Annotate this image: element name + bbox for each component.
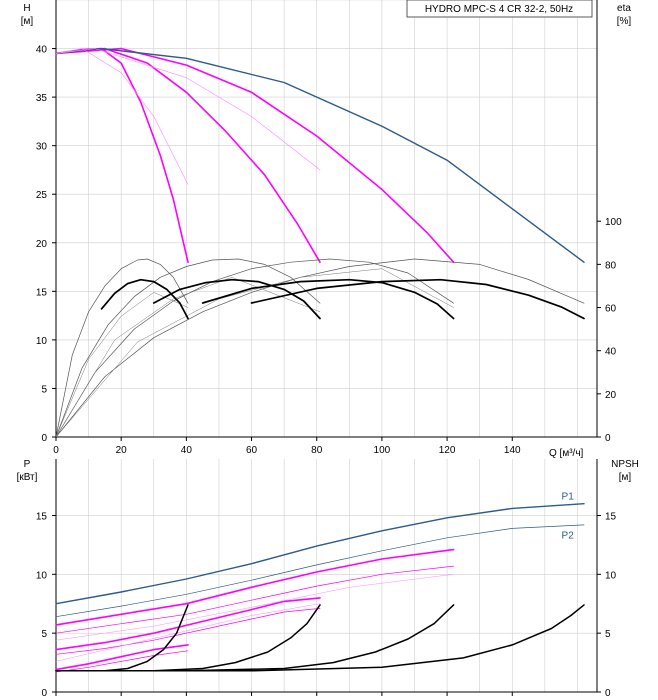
top-plot-frame: [56, 0, 597, 437]
curve-series: [55, 258, 454, 438]
left-tick-label: 30: [36, 142, 48, 153]
curve-series: [201, 278, 455, 320]
right-tick-label: 15: [605, 511, 617, 522]
curve-series: [55, 47, 585, 263]
x-tick-label: 120: [439, 445, 456, 456]
bottom-ticks: 0 5 10 15 0 5 10 15: [36, 511, 617, 699]
curve-series: [100, 278, 189, 320]
series-label-p1: P1: [562, 491, 575, 502]
curve-series: [152, 278, 321, 320]
right-tick-label: 60: [605, 304, 617, 315]
curve-series: [55, 503, 585, 605]
left-tick-label: 35: [36, 93, 48, 104]
left-tick-label: 20: [36, 239, 48, 250]
curve-series: [55, 48, 189, 185]
curve-series: [55, 574, 454, 641]
x-tick-label: 60: [246, 445, 258, 456]
chart-title: HYDRO MPC-S 4 CR 32-2, 50Hz: [425, 4, 573, 15]
x-tick-label: 0: [53, 445, 59, 456]
left-tick-label: 15: [36, 287, 48, 298]
bottom-right-ylabel-name: NPSH: [611, 459, 639, 470]
bottom-grid: [55, 459, 598, 693]
x-tick-label: 20: [116, 445, 128, 456]
right-tick-label: 10: [605, 570, 617, 581]
bottom-left-ylabel-unit: [кВт]: [17, 472, 38, 483]
curve-series: [55, 47, 321, 264]
bottom-right-ylabel-unit: [м]: [619, 472, 632, 483]
curve-series: [55, 47, 455, 264]
curve-series: [55, 524, 585, 618]
left-tick-label: 0: [41, 433, 47, 444]
right-tick-label: 100: [605, 217, 622, 228]
left-tick-label: 15: [36, 511, 48, 522]
left-tick-label: 40: [36, 45, 48, 56]
left-tick-label: 5: [41, 384, 47, 395]
curve-series: [250, 278, 585, 320]
left-tick-label: 25: [36, 190, 48, 201]
curve-series: [55, 608, 321, 655]
series-label-p2: P2: [562, 530, 575, 541]
curve-series: [55, 603, 321, 662]
right-tick-label: 20: [605, 390, 617, 401]
head-efficiency-panel: 0 5 10 15 20 25 30 35 40 0 20 40 60 80 100 0 20 40 60 80 100…: [21, 0, 632, 459]
curve-series: [55, 258, 189, 438]
curve-series: [55, 48, 321, 171]
bottom-series-labels: P1 P2: [562, 491, 575, 541]
bottom-left-ylabel-name: P: [24, 459, 31, 470]
x-tick-label: 40: [181, 445, 193, 456]
power-npsh-panel: 0 5 10 15 0 5 10 15 P1 P2 P [кВт] NPSH [м]: [17, 459, 639, 699]
top-ticks: 0 5 10 15 20 25 30 35 40 0 20 40 60 80 100 0 20 40 60 80 100…: [36, 45, 622, 456]
left-tick-label: 5: [41, 629, 47, 640]
top-left-ylabel-unit: [м]: [21, 16, 34, 27]
curve-series: [55, 650, 189, 673]
top-curves: [55, 47, 585, 438]
x-tick-label: 100: [374, 445, 391, 456]
x-tick-label: 80: [311, 445, 323, 456]
curve-series: [55, 258, 321, 438]
right-tick-label: 80: [605, 260, 617, 271]
curve-series: [55, 548, 455, 626]
bottom-curves: [55, 503, 585, 673]
top-grid: [55, 0, 598, 438]
top-right-ylabel-name: eta: [617, 3, 631, 14]
right-tick-label: 0: [605, 433, 611, 444]
left-tick-label: 0: [41, 688, 47, 699]
left-tick-label: 10: [36, 336, 48, 347]
top-left-ylabel-name: H: [23, 3, 30, 14]
top-right-ylabel-unit: [%]: [617, 16, 632, 27]
chart-title-box: [406, 0, 593, 18]
curve-series: [55, 604, 585, 672]
right-tick-label: 5: [605, 629, 611, 640]
right-tick-label: 40: [605, 347, 617, 358]
right-tick-label: 0: [605, 688, 611, 699]
curve-series: [55, 47, 189, 264]
curve-series: [55, 565, 454, 634]
left-tick-label: 10: [36, 570, 48, 581]
x-tick-label: 140: [504, 445, 521, 456]
bottom-plot-frame: [56, 459, 597, 692]
curve-series: [55, 277, 321, 438]
curve-series: [55, 597, 321, 651]
x-axis-label: Q [м³/ч]: [549, 448, 584, 459]
